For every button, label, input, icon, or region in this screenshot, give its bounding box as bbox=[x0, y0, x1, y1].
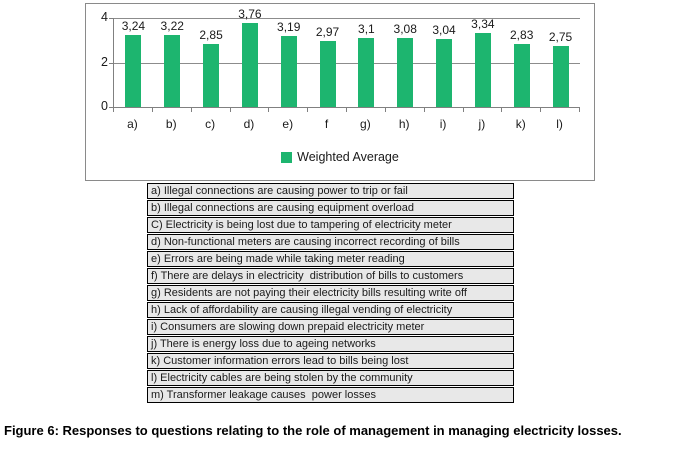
x-tick-mark bbox=[462, 108, 464, 112]
x-tick-mark bbox=[384, 108, 386, 112]
bar-slot: 2,75 bbox=[541, 18, 580, 107]
x-tick-mark bbox=[501, 108, 503, 112]
bar-slot: 3,76 bbox=[230, 7, 269, 107]
bar bbox=[436, 39, 453, 107]
chart-legend: Weighted Average bbox=[86, 150, 594, 164]
bar-slot: 3,1 bbox=[347, 18, 386, 107]
x-axis-tick-label: l) bbox=[556, 117, 563, 131]
y-axis-tick-label: 0 bbox=[101, 99, 108, 113]
bar-slot: 3,04 bbox=[425, 18, 464, 107]
bar bbox=[125, 34, 142, 107]
y-tick-mark bbox=[109, 107, 113, 108]
bar-value-label: 2,97 bbox=[315, 24, 340, 39]
bar-value-label: 3,19 bbox=[277, 20, 301, 35]
x-axis-tick-label: b) bbox=[165, 117, 177, 131]
x-axis-tick-label: a) bbox=[127, 117, 138, 131]
bar-value-label: 3,22 bbox=[160, 19, 184, 34]
bar bbox=[164, 35, 181, 107]
x-tick-mark bbox=[151, 108, 153, 112]
table-row: g) Residents are not paying their electr… bbox=[147, 285, 514, 301]
bar-value-label: 3,04 bbox=[432, 23, 456, 38]
bar-value-label: 3,24 bbox=[121, 18, 146, 33]
legend-swatch-icon bbox=[281, 151, 293, 163]
x-axis-tick-label: i) bbox=[439, 117, 447, 131]
x-tick-mark bbox=[307, 108, 309, 112]
table-row: f) There are delays in electricity distr… bbox=[147, 268, 514, 284]
table-row: k) Customer information errors lead to b… bbox=[147, 353, 514, 369]
bar-value-label: 2,83 bbox=[510, 28, 534, 43]
table-row: a) Illegal connections are causing power… bbox=[147, 183, 514, 199]
bar-value-label: 3,08 bbox=[393, 22, 417, 37]
table-row: b) Illegal connections are causing equip… bbox=[147, 200, 514, 216]
x-tick-mark bbox=[423, 108, 425, 112]
bar-slot: 2,85 bbox=[192, 18, 231, 107]
y-axis-tick-label: 4 bbox=[101, 10, 108, 24]
x-axis-tick-label: d) bbox=[243, 117, 255, 131]
bar bbox=[203, 43, 220, 107]
x-tick-mark bbox=[229, 108, 231, 112]
table-row: d) Non-functional meters are causing inc… bbox=[147, 234, 514, 250]
x-tick-mark bbox=[113, 108, 114, 112]
bar-slot: 3,24 bbox=[114, 18, 153, 107]
x-tick-mark bbox=[346, 108, 347, 112]
y-tick-mark bbox=[109, 18, 113, 19]
y-tick-mark bbox=[109, 62, 113, 64]
x-axis-tick-label: j) bbox=[478, 117, 486, 131]
x-tick-mark bbox=[579, 108, 580, 112]
table-row: C) Electricity is being lost due to tamp… bbox=[147, 217, 514, 233]
x-axis-tick-label: k) bbox=[515, 117, 526, 131]
bar bbox=[280, 36, 297, 107]
bar bbox=[397, 38, 414, 107]
table-row: j) There is energy loss due to ageing ne… bbox=[147, 336, 514, 352]
table-row: e) Errors are being made while taking me… bbox=[147, 251, 514, 267]
bar bbox=[358, 38, 375, 107]
bar-value-label: 3,76 bbox=[238, 7, 262, 22]
bar-slot: 2,83 bbox=[502, 18, 541, 107]
bar-slot: 3,22 bbox=[153, 18, 192, 107]
gridline-2 bbox=[114, 62, 580, 64]
y-axis-tick-label: 2 bbox=[101, 54, 108, 69]
bar-value-label: 2,75 bbox=[548, 29, 573, 44]
bar-slot: 3,19 bbox=[269, 18, 308, 107]
plot-area: 3,24 3,22 2,85 3,76 3,19 2,97 3,1 3,08 3,04 3,34 2… bbox=[113, 7, 580, 108]
x-axis-tick-label: h) bbox=[398, 117, 410, 131]
x-tick-mark bbox=[268, 108, 270, 112]
bar bbox=[241, 23, 258, 107]
x-axis-ticks bbox=[113, 108, 580, 113]
x-tick-mark bbox=[190, 108, 192, 112]
x-axis-tick-label: e) bbox=[282, 117, 294, 131]
bars-row: 3,24 3,22 2,85 3,76 3,19 2,97 3,1 3,08 3,04 3,34 2… bbox=[114, 7, 580, 107]
bar-value-label: 2,85 bbox=[199, 27, 223, 42]
bar bbox=[552, 45, 569, 107]
bar bbox=[319, 40, 336, 107]
table-row: m) Transformer leakage causes power loss… bbox=[147, 387, 514, 403]
figure-caption: Figure 6: Responses to questions relatin… bbox=[4, 423, 622, 438]
x-axis-tick-label: f bbox=[324, 117, 329, 131]
statements-table: a) Illegal connections are causing power… bbox=[147, 183, 514, 404]
x-tick-mark bbox=[540, 108, 542, 112]
bar-value-label: 3,1 bbox=[358, 22, 375, 37]
bar-value-label: 3,34 bbox=[471, 16, 495, 31]
bar bbox=[513, 44, 530, 107]
bar-slot: 3,34 bbox=[463, 16, 502, 107]
table-row: l) Electricity cables are being stolen b… bbox=[147, 370, 514, 386]
bar-slot: 3,08 bbox=[386, 18, 425, 107]
bar-slot: 2,97 bbox=[308, 18, 347, 107]
bar bbox=[474, 32, 491, 107]
table-row: h) Lack of affordability are causing ill… bbox=[147, 302, 514, 318]
x-axis-tick-label: c) bbox=[205, 117, 216, 131]
gridline-4 bbox=[114, 18, 580, 19]
x-axis-labels: a) b) c) d) e) f g) h) i) j) k) l) bbox=[113, 117, 579, 131]
table-row: i) Consumers are slowing down prepaid el… bbox=[147, 319, 514, 335]
legend-label: Weighted Average bbox=[297, 150, 399, 164]
x-axis-tick-label: g) bbox=[360, 117, 371, 131]
